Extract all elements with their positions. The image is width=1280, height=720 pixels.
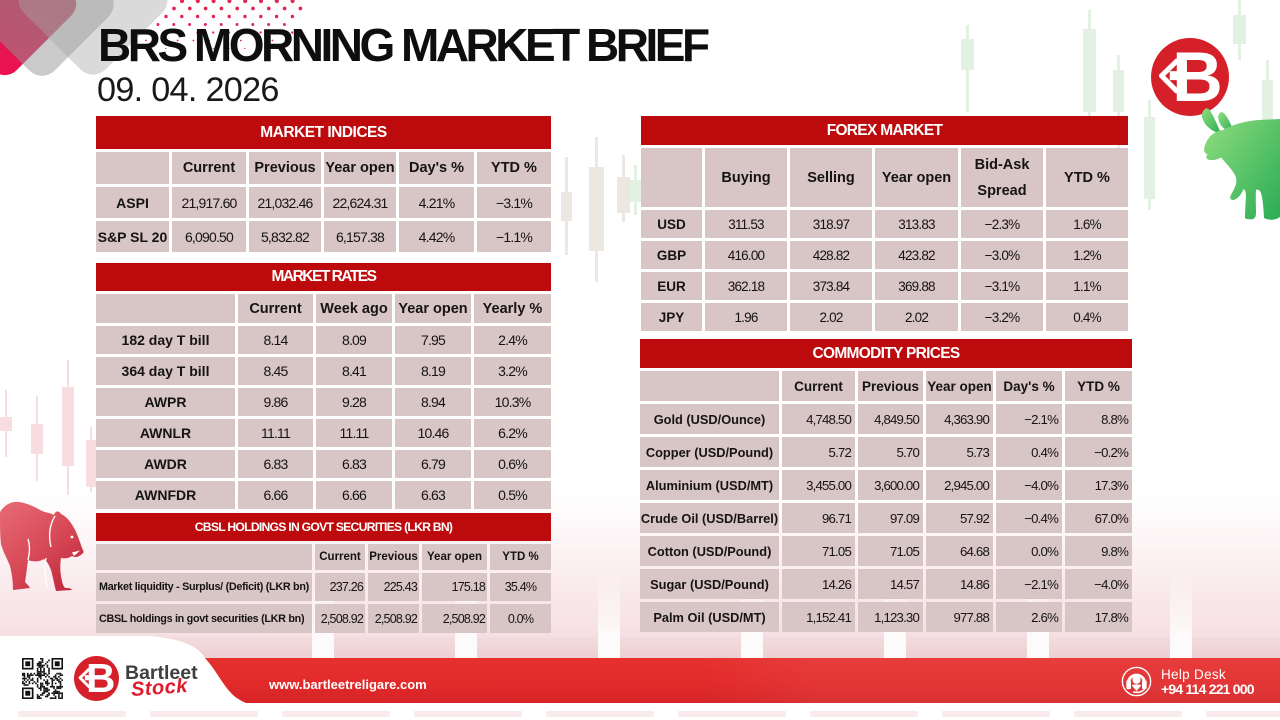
svg-text:B: B [86,656,115,701]
svg-text:B: B [1172,38,1223,116]
